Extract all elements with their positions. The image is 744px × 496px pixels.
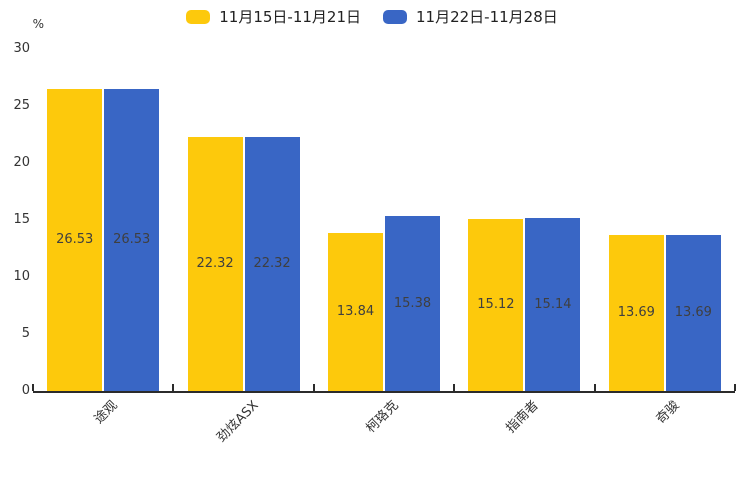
- y-tick-label: 30: [13, 41, 30, 56]
- bar[interactable]: [525, 218, 581, 391]
- bar[interactable]: [328, 233, 383, 391]
- legend-item-week2[interactable]: 11月22日-11月28日: [383, 8, 558, 26]
- x-axis-tick: [593, 384, 596, 391]
- bar-value-label: 15.14: [534, 296, 572, 312]
- x-axis-tick: [312, 384, 315, 391]
- legend-item-week1[interactable]: 11月15日-11月21日: [186, 8, 361, 26]
- y-tick-label: 25: [13, 98, 30, 113]
- legend: 11月15日-11月21日 11月22日-11月28日: [0, 6, 744, 28]
- bar[interactable]: [187, 137, 243, 391]
- bar-value-label: 15.38: [393, 295, 432, 311]
- bar[interactable]: [468, 219, 524, 391]
- y-axis-unit-label: %: [32, 17, 44, 31]
- bar[interactable]: [665, 235, 721, 391]
- y-tick-label: 15: [13, 212, 30, 227]
- x-category-label: 指南者: [503, 398, 543, 437]
- x-axis-tick: [453, 384, 456, 391]
- bar-value-label: 22.32: [253, 256, 291, 271]
- bar[interactable]: [104, 89, 160, 391]
- bar-value-label: 26.53: [56, 232, 94, 247]
- x-axis-line: [33, 391, 735, 393]
- x-category-label: 途观: [91, 398, 121, 428]
- x-axis-tick: [172, 384, 175, 391]
- bar[interactable]: [47, 89, 103, 391]
- legend-swatch-week1: [186, 10, 211, 24]
- x-category-label: 奇骏: [653, 398, 683, 428]
- bar-value-label: 22.32: [196, 256, 234, 271]
- y-tick-label: 10: [13, 269, 30, 284]
- y-tick-label: 20: [13, 155, 30, 170]
- bar[interactable]: [608, 235, 664, 391]
- bar[interactable]: [385, 216, 440, 391]
- y-tick-label: 0: [21, 383, 30, 398]
- legend-label-week1: 11月15日-11月21日: [219, 8, 361, 26]
- bar[interactable]: [244, 137, 300, 391]
- y-tick-label: 5: [21, 326, 30, 341]
- x-axis-tick: [734, 384, 736, 391]
- x-category-label: 柯珞克: [363, 398, 402, 437]
- bar-value-label: 13.69: [674, 305, 712, 320]
- bar-value-label: 13.84: [336, 304, 375, 319]
- legend-label-week2: 11月22日-11月28日: [416, 8, 558, 26]
- legend-swatch-week2: [383, 10, 407, 24]
- bar-value-label: 15.12: [477, 297, 515, 312]
- x-axis-tick: [32, 384, 34, 391]
- x-category-label: 劲炫ASX: [213, 398, 262, 446]
- bar-value-label: 13.69: [617, 305, 655, 320]
- bar-value-label: 26.53: [113, 232, 151, 247]
